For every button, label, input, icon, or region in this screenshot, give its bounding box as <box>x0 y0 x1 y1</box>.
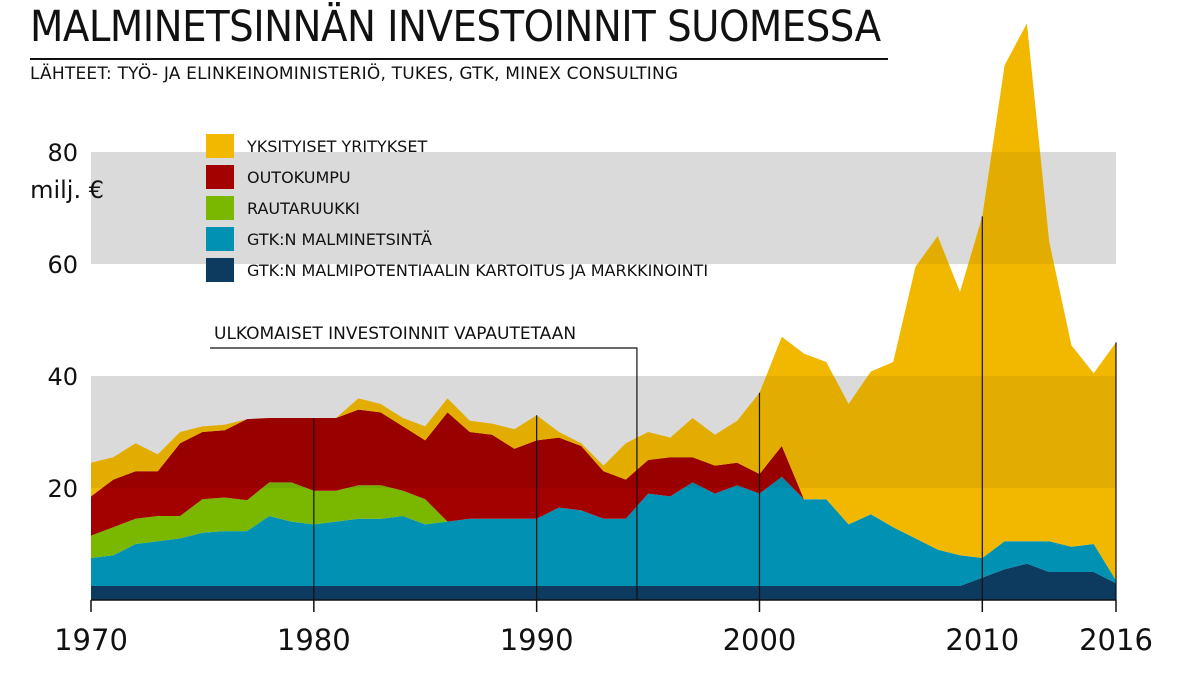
x-tick-label-1980: 1980 <box>277 623 351 657</box>
legend-label-gtk_potentiaali: GTK:N MALMIPOTENTIAALIN KARTOITUS JA MAR… <box>247 261 708 280</box>
legend-label-yksityiset: YKSITYISET YRITYKSET <box>246 137 427 156</box>
x-tick-label-2016: 2016 <box>1079 623 1153 657</box>
chart-title: MALMINETSINNÄN INVESTOINNIT SUOMESSA <box>30 2 881 52</box>
y-tick-label-20: 20 <box>47 475 78 503</box>
area-gtk_potentiaali <box>91 563 1116 600</box>
legend-swatch-gtk_potentiaali <box>206 258 234 282</box>
x-tick-label-1990: 1990 <box>500 623 574 657</box>
legend-label-outokumpu: OUTOKUMPU <box>247 168 351 187</box>
x-tick-label-2000: 2000 <box>723 623 797 657</box>
annotation-text: ULKOMAISET INVESTOINNIT VAPAUTETAAN <box>214 324 576 344</box>
area-outokumpu <box>91 409 1116 581</box>
y-axis-unit: milj. € <box>30 176 104 204</box>
x-tick-label-2010: 2010 <box>945 623 1019 657</box>
band-overlay-60-80 <box>91 152 1116 264</box>
area-gtk_malminetsinta <box>91 476 1116 586</box>
legend-swatch-rautaruukki <box>206 196 234 220</box>
band-overlay-20-40 <box>91 376 1116 488</box>
annotation-leader-line <box>210 347 638 600</box>
title-underline <box>30 58 888 60</box>
grid-band-60-80 <box>91 152 1116 264</box>
legend-label-rautaruukki: RAUTARUUKKI <box>247 199 360 218</box>
y-tick-label-60: 60 <box>47 251 78 279</box>
area-yksityiset <box>91 23 1116 581</box>
x-tick-label-1970: 1970 <box>54 623 128 657</box>
legend-swatch-yksityiset <box>206 134 234 158</box>
legend-swatch-outokumpu <box>206 165 234 189</box>
legend-label-gtk_malminetsinta: GTK:N MALMINETSINTÄ <box>247 230 432 249</box>
area-rautaruukki <box>91 476 1116 581</box>
y-tick-label-80: 80 <box>47 139 78 167</box>
legend-swatch-gtk_malminetsinta <box>206 227 234 251</box>
chart-source: LÄHTEET: TYÖ- JA ELINKEINOMINISTERIÖ, TU… <box>30 64 679 84</box>
y-tick-label-40: 40 <box>47 363 78 391</box>
